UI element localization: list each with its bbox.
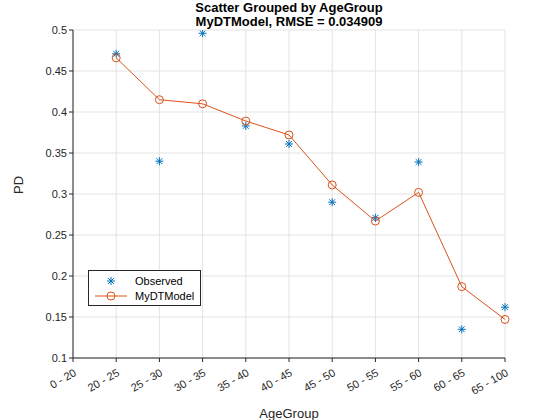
svg-text:0.1: 0.1 <box>52 352 67 364</box>
svg-text:0.2: 0.2 <box>52 270 67 282</box>
svg-text:25 - 30: 25 - 30 <box>129 366 165 394</box>
svg-text:20 - 25: 20 - 25 <box>86 366 122 394</box>
svg-text:0.4: 0.4 <box>52 106 67 118</box>
svg-text:PD: PD <box>11 176 26 194</box>
svg-text:60 - 65: 60 - 65 <box>431 366 467 394</box>
svg-text:50 - 55: 50 - 55 <box>345 366 381 394</box>
html-text:MyDTModel, RMSE = 0.034909: MyDTModel, RMSE = 0.034909 <box>195 14 383 29</box>
svg-text:0.5: 0.5 <box>52 24 67 36</box>
svg-text:40 - 45: 40 - 45 <box>258 366 294 394</box>
svg-text:30 - 35: 30 - 35 <box>172 366 208 394</box>
html-text:MyDTModel: MyDTModel <box>135 289 195 302</box>
svg-text:35 - 40: 35 - 40 <box>215 366 251 394</box>
svg-text:0.3: 0.3 <box>52 188 67 200</box>
svg-text:55 - 60: 55 - 60 <box>388 366 424 394</box>
svg-text:AgeGroup: AgeGroup <box>259 406 318 420</box>
svg-text:0.45: 0.45 <box>46 65 67 77</box>
svg-text:0.35: 0.35 <box>46 147 67 159</box>
svg-text:0 - 20: 0 - 20 <box>48 366 78 390</box>
svg-text:45 - 50: 45 - 50 <box>302 366 338 394</box>
html-text:Observed: Observed <box>135 274 183 287</box>
svg-text:0.25: 0.25 <box>46 229 67 241</box>
svg-text:65 - 100: 65 - 100 <box>469 366 510 397</box>
html-text:Scatter Grouped by AgeGroup: Scatter Grouped by AgeGroup <box>195 0 383 15</box>
svg-text:0.15: 0.15 <box>46 311 67 323</box>
